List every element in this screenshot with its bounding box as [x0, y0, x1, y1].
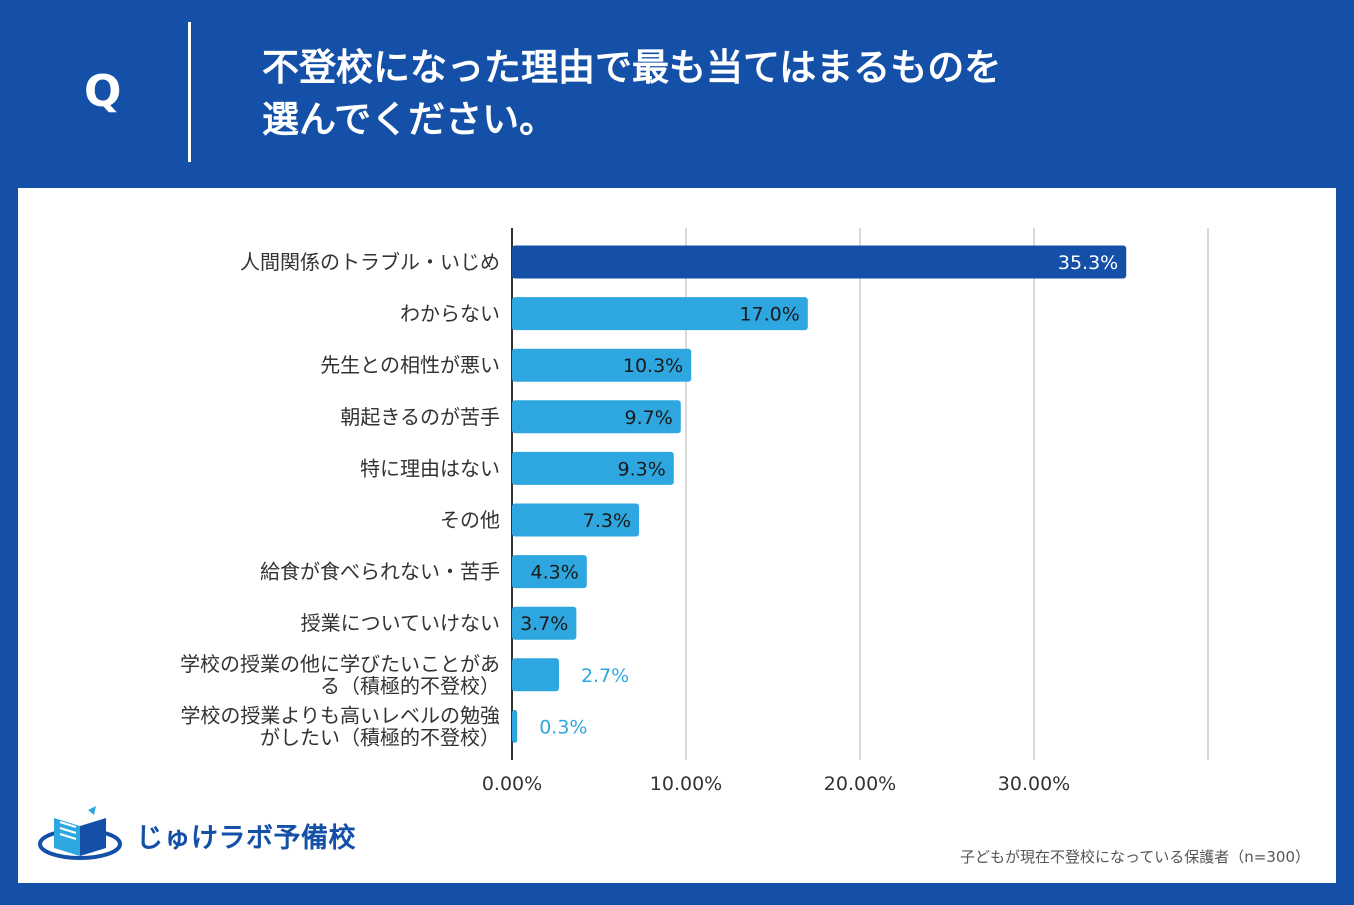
category-label: わからない: [400, 302, 500, 326]
value-label: 9.7%: [624, 407, 672, 429]
bar: [512, 245, 1127, 279]
value-label: 0.3%: [539, 716, 587, 738]
sample-note: 子どもが現在不登校になっている保護者（n=300）: [960, 848, 1310, 866]
category-label: その他: [440, 508, 500, 532]
category-label: 朝起きるのが苦手: [340, 405, 500, 429]
x-tick-label: 30.00%: [998, 773, 1070, 795]
category-label: 授業についていけない: [301, 611, 500, 635]
value-label: 7.3%: [583, 510, 631, 532]
x-tick-label: 20.00%: [824, 773, 896, 795]
x-tick-label: 10.00%: [650, 773, 722, 795]
bar: [512, 400, 681, 434]
value-label: 3.7%: [520, 613, 568, 635]
bar: [512, 709, 518, 743]
category-label: 特に理由はない: [360, 456, 500, 480]
brand-logo: じゅけラボ予備校: [38, 806, 356, 864]
question-title: 不登校になった理由で最も当てはまるものを 選んでください。: [262, 42, 1001, 146]
bar: [512, 503, 640, 537]
bar: [512, 555, 587, 589]
value-label: 2.7%: [581, 665, 629, 687]
bar: [512, 451, 674, 485]
question-title-line2: 選んでください。: [262, 98, 557, 141]
category-label: がしたい（積極的不登校）: [260, 725, 500, 749]
book-logo-icon: [38, 806, 122, 860]
q-label: Q: [84, 66, 122, 117]
value-label: 10.3%: [623, 355, 683, 377]
bar: [512, 658, 559, 692]
category-label: 学校の授業よりも高いレベルの勉強: [180, 703, 500, 727]
bar: [512, 297, 808, 331]
category-label: 学校の授業の他に学びたいことがあ: [180, 652, 500, 676]
value-label: 17.0%: [739, 304, 799, 326]
category-label: 給食が食べられない・苦手: [260, 560, 500, 584]
logo-text: じゅけラボ予備校: [136, 822, 356, 854]
category-label: る（積極的不登校）: [320, 674, 500, 698]
bar: [512, 606, 577, 640]
bar: [512, 348, 692, 382]
value-label: 35.3%: [1058, 252, 1118, 274]
x-tick-label: 0.00%: [482, 773, 542, 795]
question-title-line1: 不登校になった理由で最も当てはまるものを: [262, 46, 1002, 89]
value-label: 9.3%: [618, 458, 666, 480]
category-label: 先生との相性が悪い: [320, 353, 500, 377]
category-label: 人間関係のトラブル・いじめ: [240, 250, 500, 274]
chart-panel: 0.00% 10.00% 20.00% 30.00% 人間関係のトラブル・いじめ 35.3…: [18, 188, 1336, 883]
value-label: 4.3%: [531, 562, 579, 584]
bar-chart: 0.00% 10.00% 20.00% 30.00% 人間関係のトラブル・いじめ 35.3…: [180, 228, 1209, 795]
header-divider: [188, 22, 191, 162]
